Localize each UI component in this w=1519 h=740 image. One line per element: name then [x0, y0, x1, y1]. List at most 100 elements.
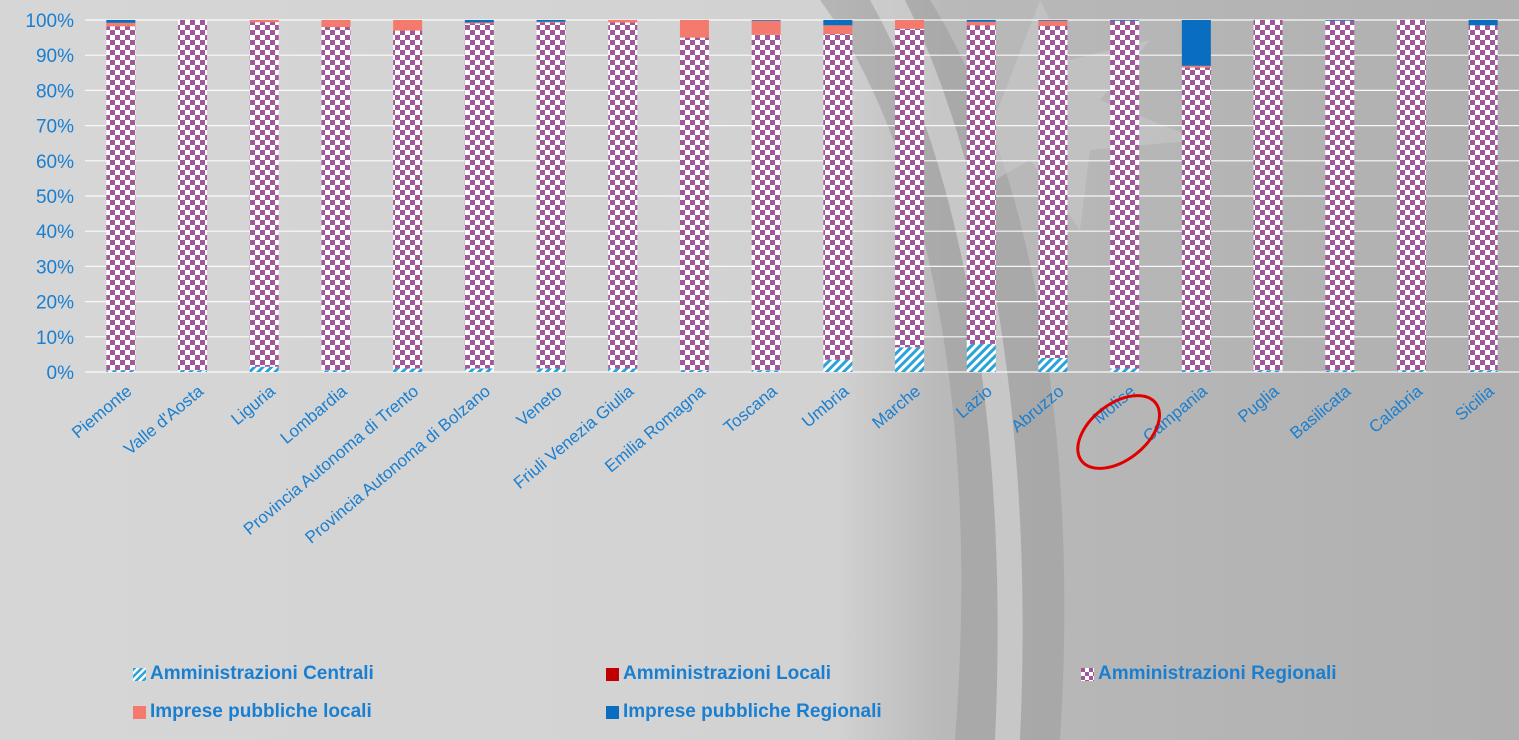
y-tick-label: 40% [36, 222, 74, 243]
bar-stack [1038, 20, 1068, 372]
bar-stack [536, 20, 566, 372]
bar-segment [178, 20, 208, 371]
y-tick-label: 100% [25, 11, 74, 32]
y-tick-label: 80% [36, 81, 74, 102]
gridlines [85, 19, 1519, 373]
bar-segment [536, 20, 566, 22]
bar-stack [106, 20, 136, 372]
bar-segment [1468, 25, 1498, 371]
bar-segment [1110, 368, 1140, 372]
legend-item-imprese-pubbliche-regionali: Imprese pubbliche Regionali [606, 700, 882, 724]
bar-segment [393, 368, 423, 372]
bar-segment [1468, 20, 1498, 26]
bar-segment [1325, 370, 1355, 372]
legend-label: Imprese pubbliche Regionali [623, 701, 882, 722]
bar-segment [106, 26, 136, 371]
bar-segment [679, 37, 709, 371]
legend-item-amministrazioni-centrali: Amministrazioni Centrali [133, 662, 374, 686]
bar-stack [1468, 20, 1498, 372]
bar-segment [966, 21, 996, 26]
bar-segment [751, 370, 781, 372]
bar-stack [966, 20, 996, 372]
stacked-bar-chart: 0% 10% 20% 30% 40% 50% 60% 70% 80% 90% 100% Piemon… [25, 11, 1519, 547]
bar-segment [1038, 20, 1068, 26]
bar-stack [1396, 20, 1426, 372]
y-tick-label: 0% [47, 363, 75, 384]
y-tick-label: 90% [36, 46, 74, 67]
x-tick-label: Lombardia [277, 381, 351, 448]
legend-item-amministrazioni-regionali: Amministrazioni Regionali [1081, 662, 1337, 686]
legend-label: Amministrazioni Locali [623, 663, 831, 684]
x-tick-label: Valle d'Aosta [120, 381, 207, 459]
bar-segment [895, 20, 925, 29]
bar-stack [321, 20, 351, 372]
bar-stack [1181, 20, 1211, 372]
bar-segment [249, 366, 279, 372]
bar-segment [1468, 370, 1498, 372]
legend-item-imprese-pubbliche-locali: Imprese pubbliche locali [133, 700, 372, 724]
bar-stack [178, 20, 208, 372]
legend-swatch-solid-icon [606, 705, 619, 719]
bar-segment [679, 370, 709, 372]
bar-segment [464, 23, 494, 369]
bar-segment [966, 25, 996, 344]
bar-segment [895, 28, 925, 348]
bar-stack [823, 20, 853, 372]
bar-segment [751, 34, 781, 371]
bar-segment [1181, 20, 1211, 66]
bar-segment [823, 359, 853, 372]
bar-stack [249, 20, 279, 372]
x-tick-label: Liguria [228, 381, 280, 429]
background-swoosh [820, 0, 1065, 740]
x-tick-label: Toscana [720, 381, 781, 437]
bars [106, 20, 1498, 372]
bar-segment [966, 20, 996, 22]
legend-label: Amministrazioni Centrali [150, 663, 374, 684]
bar-segment [249, 22, 279, 367]
bar-segment [608, 20, 638, 23]
bar-segment [321, 20, 351, 28]
bar-segment [608, 368, 638, 372]
x-tick-label: Basilicata [1286, 381, 1354, 443]
bar-stack [1110, 20, 1140, 372]
bar-stack [608, 20, 638, 372]
bar-stack [393, 20, 423, 372]
y-tick-label: 30% [36, 257, 74, 278]
bar-segment [106, 370, 136, 372]
x-tick-label: Calabria [1365, 381, 1426, 437]
x-tick-label: Puglia [1234, 381, 1283, 426]
bar-segment [823, 25, 853, 35]
bar-segment [751, 20, 781, 21]
y-tick-label: 70% [36, 117, 74, 138]
bar-segment [249, 20, 279, 23]
bar-segment [1396, 370, 1426, 372]
y-tick-label: 10% [36, 328, 74, 349]
bar-segment [536, 22, 566, 369]
bar-segment [1110, 20, 1140, 21]
bar-segment [823, 20, 853, 26]
bar-segment [1396, 20, 1426, 371]
bar-segment [178, 370, 208, 372]
bar-segment [536, 21, 566, 23]
bar-segment [106, 20, 136, 23]
bar-segment [1038, 25, 1068, 358]
bar-stack [1325, 20, 1355, 372]
bar-segment [823, 34, 853, 360]
bar-stack [1253, 20, 1283, 372]
bar-segment [1253, 20, 1283, 371]
bar-segment [679, 20, 709, 38]
bar-stack [679, 20, 709, 372]
bar-segment [966, 343, 996, 372]
x-tick-label: Veneto [513, 382, 566, 431]
x-tick-label: Sicilia [1451, 381, 1498, 424]
bar-segment [1325, 20, 1355, 371]
bar-segment [1325, 20, 1355, 21]
bar-segment [1038, 20, 1068, 21]
x-tick-label: Friuli Venezia Giulia [510, 381, 638, 492]
legend: Amministrazioni Centrali Amministrazioni… [0, 662, 1519, 732]
bar-segment [1181, 67, 1211, 371]
bar-stack [895, 20, 925, 372]
bar-segment [536, 368, 566, 372]
background-star [960, 0, 1200, 230]
